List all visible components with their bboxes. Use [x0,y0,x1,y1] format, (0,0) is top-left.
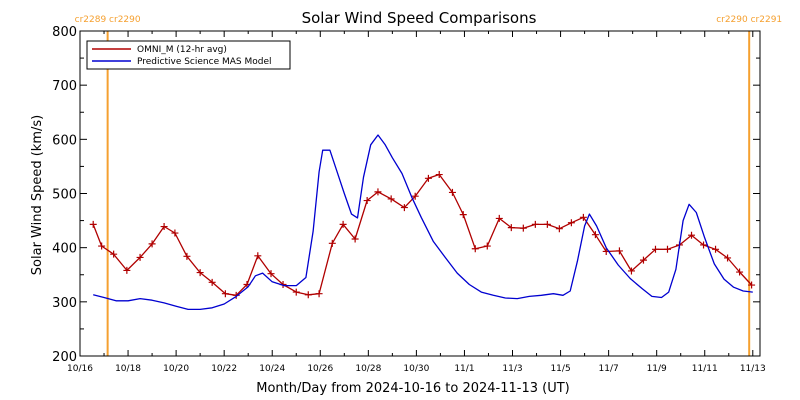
data-point-marker [459,211,467,219]
data-point-marker [328,239,336,247]
data-point-marker [351,235,359,243]
x-tick-label: 11/9 [647,364,667,374]
carrington-marker-label: cr2290 cr2291 [716,15,782,25]
series-layer [89,134,756,311]
legend-box [86,40,291,70]
data-point-marker [555,225,563,233]
data-point-marker [700,241,708,249]
data-point-marker [363,197,371,205]
data-point-marker [663,245,671,253]
legend-label-model: Predictive Science MAS Model [137,57,272,67]
data-point-marker [339,220,347,228]
data-point-marker [531,220,539,228]
data-point-marker [183,252,191,260]
x-tick-label: 11/1 [454,364,474,374]
data-point-marker [651,245,659,253]
data-point-marker [254,252,262,260]
y-axis-label: Solar Wind Speed (km/s) [30,115,45,275]
data-point-marker [615,247,623,255]
series-line-1 [93,134,753,311]
data-point-marker [712,245,720,253]
data-point-marker [507,224,515,232]
data-point-marker [736,268,744,276]
data-point-marker [639,256,647,264]
data-point-marker [171,229,179,237]
data-point-marker [221,290,229,298]
data-point-marker [400,204,408,212]
data-point-marker [208,278,216,286]
data-point-marker [387,195,395,203]
y-tick-label: 500 [52,188,77,203]
data-point-marker [591,231,599,239]
x-tick-label: 11/3 [502,364,522,374]
carrington-marker-label: cr2289 cr2290 [75,15,141,25]
data-point-marker [160,223,168,231]
x-axis-label: Month/Day from 2024-10-16 to 2024-11-13 … [256,381,569,396]
data-point-marker [519,224,527,232]
data-point-marker [123,266,131,274]
data-point-marker [688,231,696,239]
x-tick-label: 10/28 [355,364,381,374]
data-point-marker [424,174,432,182]
x-tick-label: 10/30 [403,364,429,374]
legend: OMNI_M (12-hr avg) Predictive Science MA… [86,40,291,70]
data-point-marker [89,220,97,228]
data-point-marker [292,288,300,296]
x-tick-label: 11/11 [692,364,718,374]
data-point-marker [411,192,419,200]
series-line-0 [92,173,753,296]
data-point-marker [435,171,443,179]
x-tick-label: 11/5 [550,364,570,374]
data-point-marker [148,240,156,248]
carrington-markers: cr2289 cr2290 cr2290 cr2291 [75,15,782,356]
y-tick-label: 700 [52,79,77,94]
data-point-marker [374,188,382,196]
data-point-marker [136,253,144,261]
x-tick-label: 10/20 [163,364,189,374]
x-tick-label: 10/16 [67,364,93,374]
data-point-marker [724,254,732,262]
data-point-marker [627,267,635,275]
y-tick-label: 400 [52,242,77,257]
y-tick-label: 800 [52,25,77,40]
y-tick-label: 300 [52,296,77,311]
data-point-marker [304,291,312,299]
x-tick-label: 10/22 [211,364,237,374]
legend-label-omni: OMNI_M (12-hr avg) [137,45,227,55]
x-tick-label: 10/26 [307,364,333,374]
data-point-marker [495,214,503,222]
data-point-marker [748,281,756,289]
x-tick-label: 11/13 [740,364,766,374]
data-point-marker [543,220,551,228]
data-point-marker [567,219,575,227]
x-tick-label: 10/18 [115,364,141,374]
data-point-marker [196,269,204,277]
data-point-marker [448,188,456,196]
x-tick-label: 10/24 [259,364,285,374]
data-point-marker [315,290,323,298]
data-point-marker [471,245,479,253]
axes: 200 300 400 500 600 700 800 10/16 10/18 10/20 10/2… [52,25,766,374]
y-tick-label: 600 [52,133,77,148]
x-tick-label: 11/7 [599,364,619,374]
data-point-marker [98,242,106,250]
data-point-marker [110,250,118,258]
data-point-marker [483,242,491,250]
data-point-marker [579,213,587,221]
chart-title: Solar Wind Speed Comparisons [302,9,537,27]
y-tick-label: 200 [52,350,77,365]
data-point-marker [267,270,275,278]
